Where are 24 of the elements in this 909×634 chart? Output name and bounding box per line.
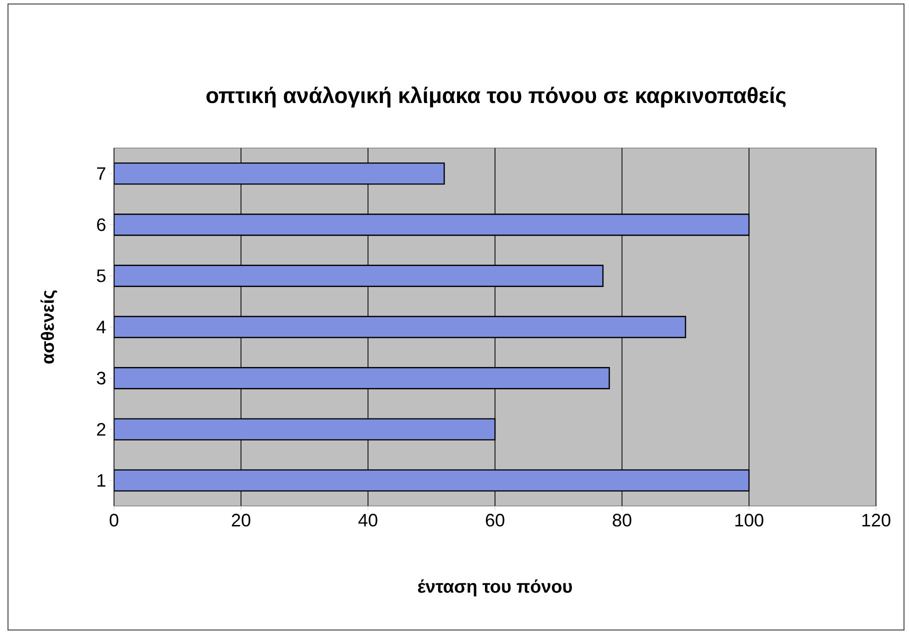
y-tick-label: 6 (97, 218, 106, 232)
y-tick-label: 1 (98, 474, 106, 487)
y-tick-label: 7 (97, 167, 106, 180)
x-tick-label: 0 (110, 514, 118, 527)
y-tick-label: 3 (96, 372, 106, 385)
chart-title: οπτική ανάλογική κλίμακα του πόνου σε καρκινοπαθείς (206, 86, 786, 108)
x-tick-label: 40 (358, 514, 378, 527)
x-axis-title: ένταση του πόνου (418, 579, 572, 596)
x-tick-label: 100 (735, 514, 764, 527)
y-tick-label: 5 (96, 270, 106, 282)
bar (114, 418, 496, 440)
bar (114, 264, 604, 287)
bar (114, 214, 750, 236)
x-tick-label: 60 (486, 514, 504, 527)
x-tick-label: 80 (612, 514, 632, 527)
bar (114, 367, 610, 390)
bar (114, 162, 445, 185)
x-tick-label: 120 (862, 514, 890, 527)
y-axis-title: ασθενείς (40, 290, 58, 364)
bar (114, 469, 750, 492)
x-tick-label: 20 (232, 514, 250, 527)
bar (114, 316, 686, 338)
y-tick-label: 2 (97, 422, 106, 436)
y-tick-label: 4 (96, 320, 106, 334)
